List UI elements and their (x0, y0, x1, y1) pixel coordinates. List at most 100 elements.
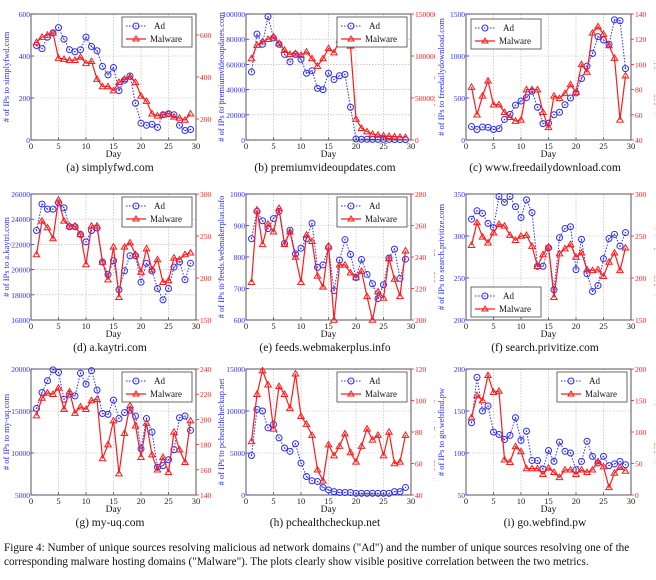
x-tick-label: 15 (324, 321, 333, 331)
ad-point-center (333, 290, 335, 292)
malware-point (263, 35, 273, 42)
y-right-tick-label: 240 (415, 253, 427, 262)
malware-point (98, 454, 107, 462)
ad-point-center (624, 231, 627, 234)
y-left-tick-label: 24000 (11, 215, 30, 224)
malware-point (81, 260, 91, 268)
malware-point (120, 429, 129, 436)
ad-point-center (520, 100, 522, 102)
malware-point (368, 129, 377, 137)
ad-point (60, 35, 68, 43)
malware-point (70, 221, 80, 229)
ad-point-center (151, 431, 153, 433)
y-right-tick-label: 80 (635, 86, 643, 95)
ad-point (396, 274, 404, 282)
ad-point-center (283, 53, 286, 56)
ad-point-center (118, 89, 120, 92)
ad-point-center (311, 70, 313, 72)
ad-point-center (63, 207, 65, 209)
subplot-caption: (d) a.kaytri.com (73, 342, 147, 354)
malware-point (180, 458, 190, 465)
ad-point-center (311, 480, 313, 482)
y-left-tick-label: 20000 (11, 365, 30, 374)
ad-point-center (35, 407, 38, 410)
malware-point (368, 315, 377, 323)
ad-point-center (90, 369, 93, 372)
ad-point (380, 281, 387, 289)
malware-point (483, 371, 493, 379)
legend-ad-marker (481, 292, 489, 300)
legend-box (336, 196, 408, 228)
ad-point-center (503, 438, 506, 441)
legend: Ad Malware (470, 286, 542, 318)
malware-point (114, 469, 124, 477)
ad-point-center (619, 460, 621, 463)
ad-point (622, 229, 629, 237)
malware-point (621, 71, 630, 79)
ad-point-center (399, 277, 401, 280)
ad-point (181, 276, 189, 284)
legend-ad-marker (481, 24, 489, 32)
ad-point (154, 285, 161, 292)
ad-point-center (525, 96, 528, 99)
malware-point (269, 424, 278, 432)
subplot-b: 0 5 10 15 20 25 30 Day 0 20000 40000 60000 80000 1000… (215, 0, 435, 175)
malware-point (313, 271, 322, 279)
malware-point (588, 266, 597, 274)
ad-point-center (134, 415, 137, 417)
ad-point-center (597, 35, 599, 38)
y-right-axis-label: # of IPs to superbetfair.cn (217, 387, 220, 475)
ad-point (88, 43, 95, 51)
ad-point (402, 483, 409, 491)
malware-point (54, 195, 63, 203)
ad-point-center (575, 268, 577, 271)
ad-point (506, 193, 514, 201)
malware-point (263, 219, 273, 227)
y-left-tick-label: 350 (454, 190, 466, 199)
malware-point (555, 94, 564, 102)
subplot-caption: (f) search.privitize.com (491, 342, 599, 354)
malware-point (285, 50, 295, 58)
y-right-tick-label: 50 (635, 460, 643, 469)
ad-point-center (580, 460, 583, 463)
legend-ad-marker (347, 202, 355, 210)
malware-point (494, 386, 504, 394)
y-left-tick-label: 200 (454, 316, 466, 325)
ad-point-center (525, 430, 528, 432)
malware-point (296, 278, 306, 285)
legend-ad-label: Ad (503, 23, 514, 33)
ad-point-center (382, 492, 385, 495)
ad-point (132, 99, 139, 107)
y-left-axis-label: # of IPs to pchealthcheckup.net (216, 378, 226, 486)
legend-malware-label: Malware (365, 389, 397, 399)
ad-point-center (35, 44, 38, 47)
ad-point-center (470, 422, 473, 424)
malware-point (351, 457, 361, 465)
malware-point (324, 44, 333, 52)
y-right-tick-label: 250 (635, 232, 647, 241)
subplot-h: 0 5 10 15 20 25 30 Day 0 5000 10000 15000 40 60 80 100 1… (215, 355, 435, 530)
subplot-caption: (a) simplyfwd.com (66, 162, 154, 174)
ad-point-center (520, 439, 522, 442)
ad-point-center (360, 258, 363, 261)
ad-point (143, 415, 150, 423)
ad-point-center (514, 205, 517, 208)
ad-point-center (349, 491, 352, 494)
malware-point (180, 250, 190, 258)
malware-point (54, 53, 63, 61)
ad-point-center (79, 372, 82, 374)
x-tick-label: 15 (544, 321, 553, 331)
ad-point-center (487, 222, 489, 225)
x-tick-label: 20 (137, 496, 146, 506)
ad-point (479, 407, 486, 415)
ad-point (264, 13, 272, 21)
malware-point (158, 453, 168, 460)
malware-point (103, 82, 113, 90)
ad-point (303, 69, 310, 77)
malware-point (357, 441, 366, 449)
ad-point-center (333, 78, 335, 81)
y-right-tick-label: 50000 (415, 94, 434, 103)
malware-point (59, 405, 69, 413)
y-left-tick-label: 10000 (11, 449, 30, 458)
ad-point-center (564, 450, 566, 453)
